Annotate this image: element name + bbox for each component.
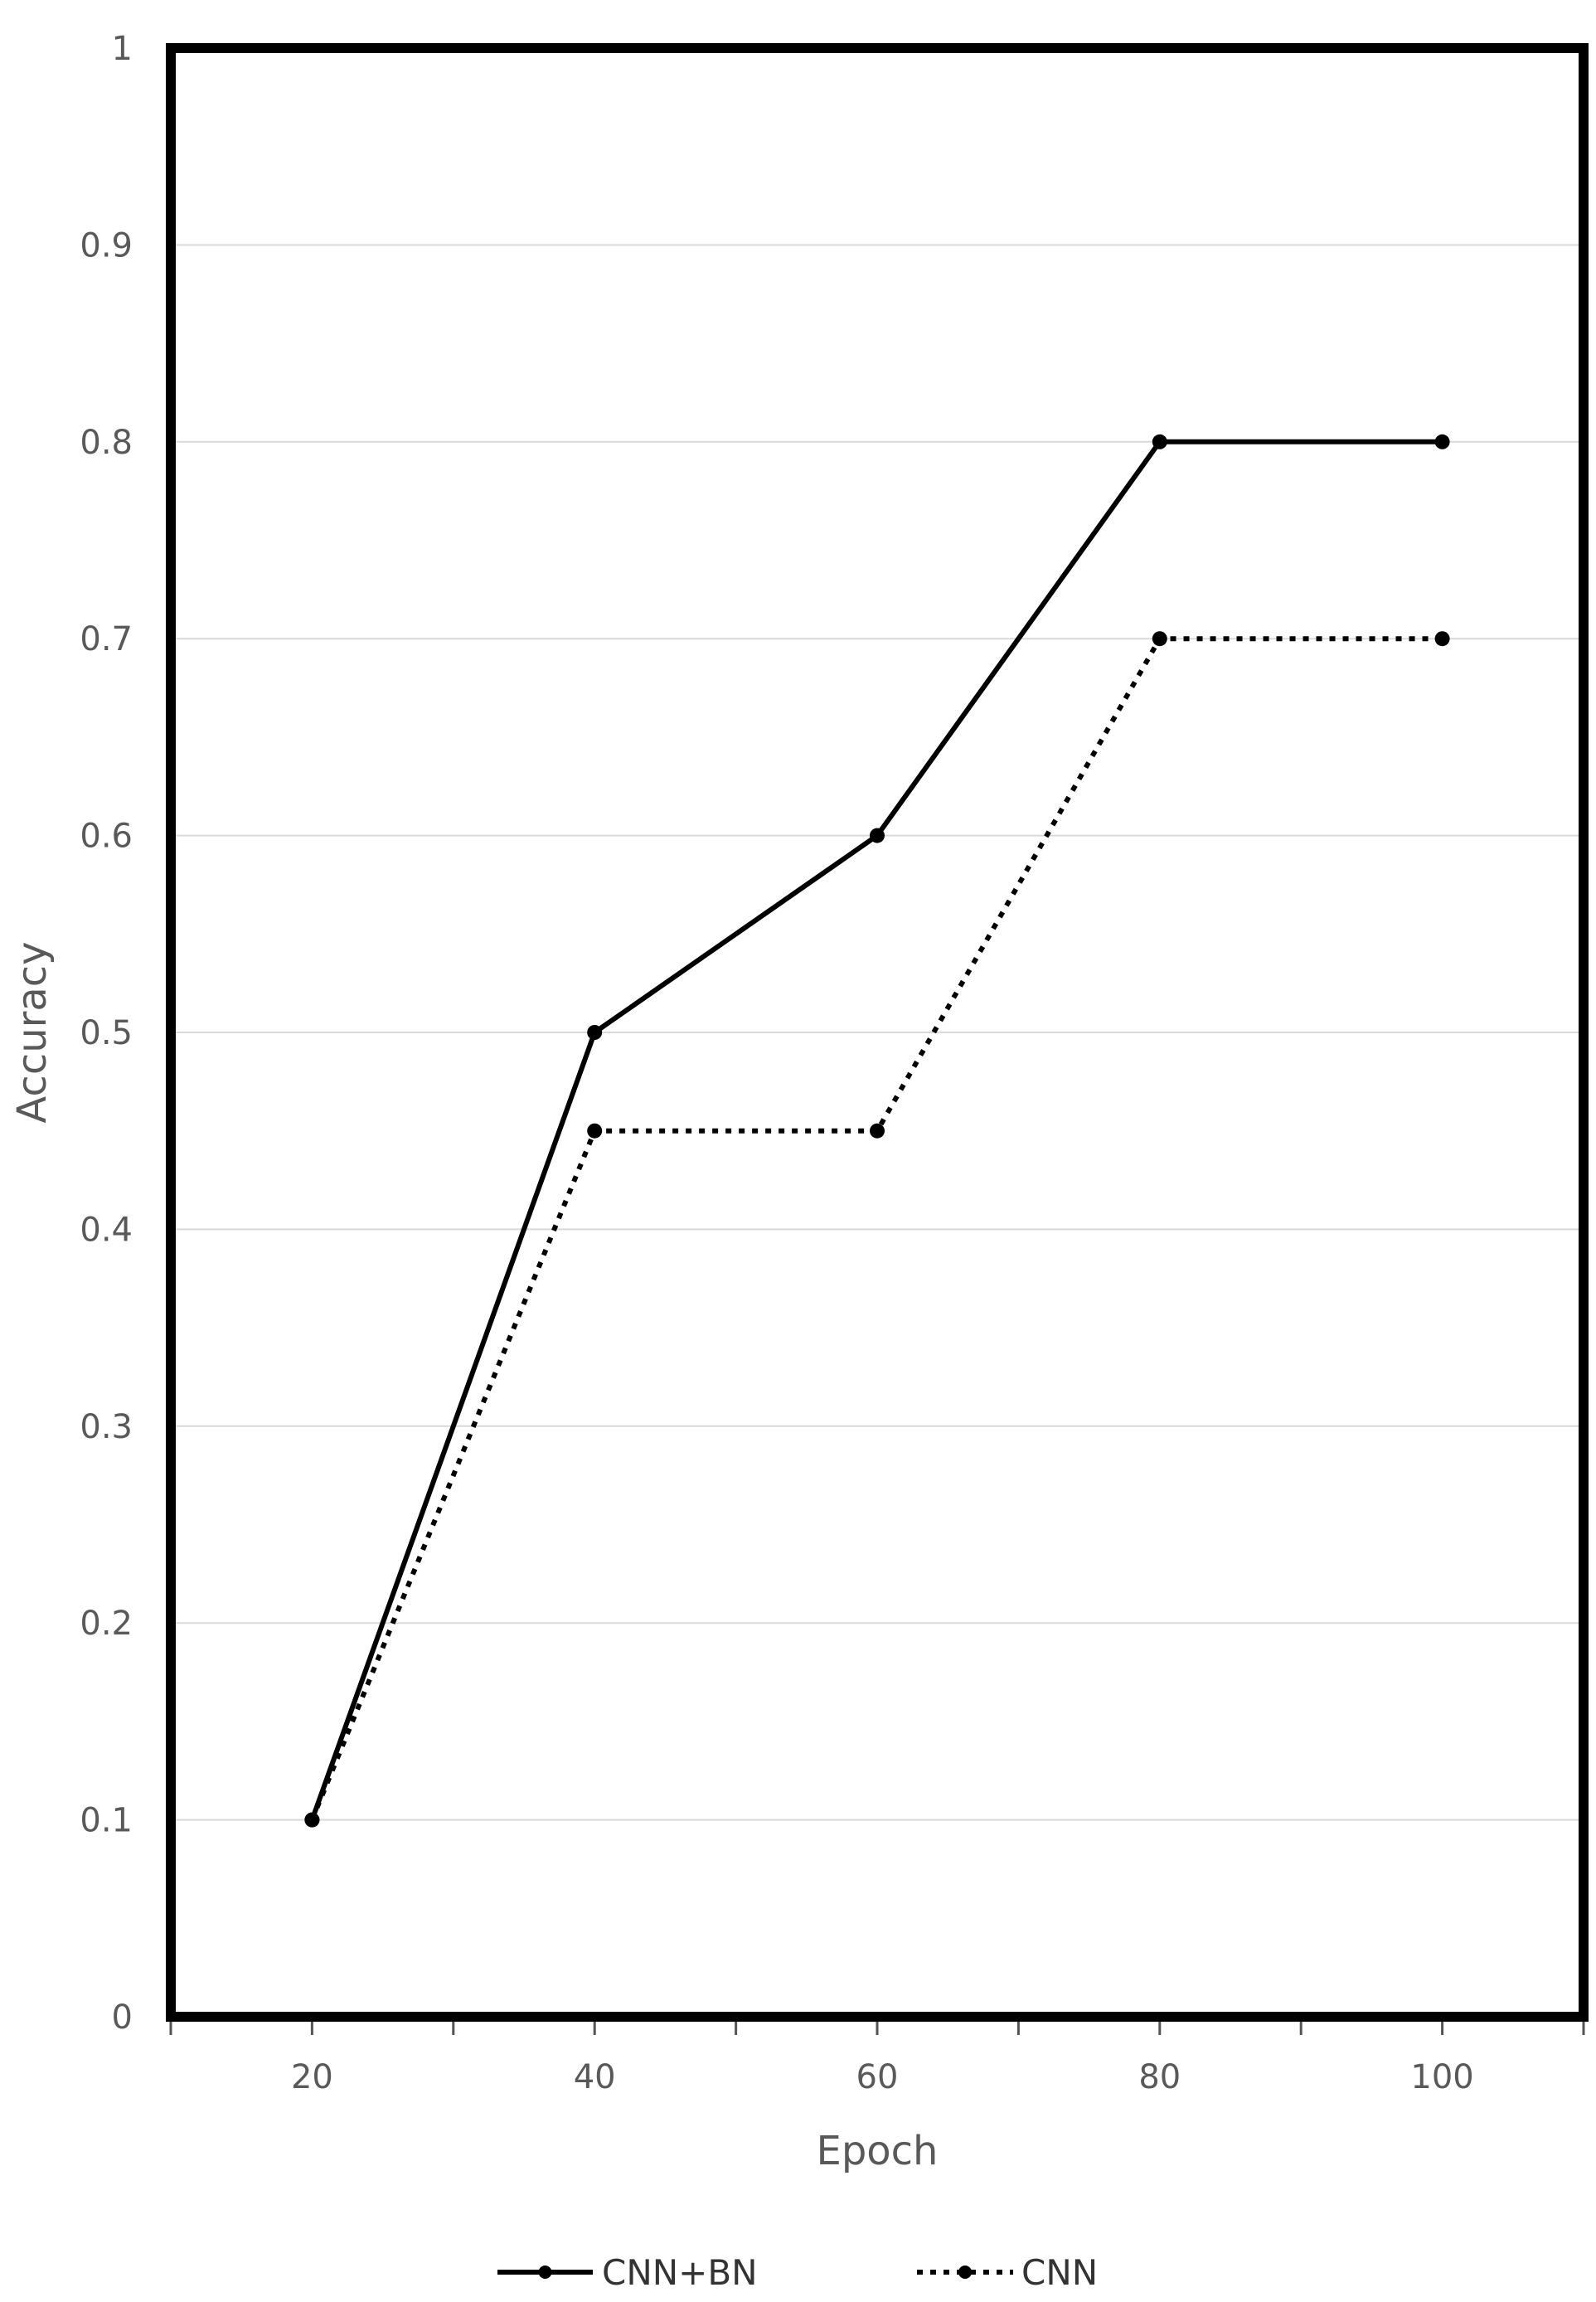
y-tick-label: 0.8 (80, 424, 133, 462)
y-tick-label: 0 (112, 1998, 133, 2037)
y-axis-title: Accuracy (9, 941, 56, 1123)
legend-marker (538, 2266, 552, 2279)
data-point (1434, 434, 1450, 449)
y-tick-label: 0.2 (80, 1605, 133, 1643)
x-tick-label: 80 (1138, 2058, 1181, 2096)
gridlines (171, 47, 1584, 2018)
y-tick-label: 0.3 (80, 1408, 133, 1446)
series-layer (304, 434, 1450, 1828)
legend-item: CNN (917, 2252, 1098, 2293)
x-axis-title: Epoch (817, 2128, 939, 2174)
y-tick-label: 0.5 (80, 1014, 133, 1052)
data-point (870, 828, 885, 843)
x-tick-label: 20 (291, 2058, 333, 2096)
y-tick-label: 0.7 (80, 620, 133, 658)
data-point (870, 1123, 885, 1139)
legend: CNN+BN CNN (497, 2252, 1098, 2293)
legend-label: CNN+BN (602, 2252, 758, 2293)
legend-label: CNN (1021, 2252, 1098, 2293)
y-tick-label: 0.1 (80, 1802, 133, 1840)
y-tick-label: 1 (112, 30, 133, 68)
plot-frame (166, 43, 1589, 2022)
data-point (1434, 631, 1450, 647)
y-tick-label: 0.4 (80, 1211, 133, 1249)
x-tick-label: 60 (856, 2058, 899, 2096)
x-tick-label: 40 (574, 2058, 616, 2096)
series-cnn (304, 631, 1450, 1828)
data-point (1152, 434, 1167, 449)
data-point (1152, 631, 1167, 647)
y-tick-label: 0.9 (80, 226, 133, 265)
legend-marker (958, 2266, 972, 2279)
data-point (587, 1123, 603, 1139)
y-tick-label: 0.6 (80, 818, 133, 856)
x-axis-tick-labels: 20 40 60 80 100 (291, 2058, 1474, 2096)
data-point (587, 1025, 603, 1040)
y-axis-tick-labels: 0 0.1 0.2 0.3 0.4 0.5 0.6 0.7 0.8 0.9 1 (80, 30, 133, 2037)
data-point (304, 1812, 320, 1828)
x-tick-label: 100 (1410, 2058, 1473, 2096)
legend-item: CNN+BN (497, 2252, 758, 2293)
